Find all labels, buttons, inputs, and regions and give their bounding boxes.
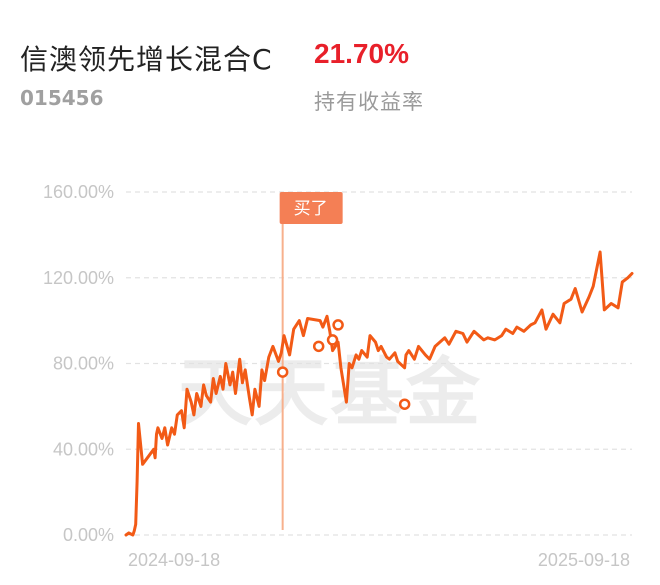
holding-return-label: 持有收益率 bbox=[314, 90, 424, 114]
x-tick-label-start: 2024-09-18 bbox=[128, 550, 220, 570]
y-tick-label: 0.00% bbox=[63, 525, 114, 545]
buy-marker-label: 买了 bbox=[294, 199, 328, 219]
y-tick-label: 80.00% bbox=[53, 354, 114, 374]
transaction-point[interactable] bbox=[312, 340, 325, 353]
x-tick-label-end: 2025-09-18 bbox=[538, 550, 630, 570]
transaction-point[interactable] bbox=[398, 398, 411, 410]
holding-return-value: 21.70% bbox=[314, 38, 409, 69]
y-tick-label: 40.00% bbox=[53, 439, 114, 459]
y-tick-label: 160.00% bbox=[43, 182, 114, 202]
transaction-point[interactable] bbox=[276, 366, 289, 378]
fund-name: 信澳领先增长混合C bbox=[20, 43, 273, 76]
y-tick-label: 120.00% bbox=[43, 268, 114, 288]
transaction-point[interactable] bbox=[326, 334, 339, 346]
buy-marker-tag[interactable] bbox=[279, 192, 343, 224]
fund-code: 015456 bbox=[20, 86, 104, 110]
watermark-text: 天天基金 bbox=[178, 350, 482, 436]
transaction-point[interactable] bbox=[332, 319, 344, 331]
